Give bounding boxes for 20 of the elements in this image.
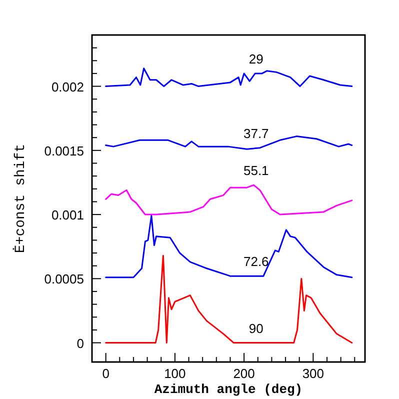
line-series [105,215,353,278]
x-tick-label: 100 [164,366,186,381]
series-label: 90 [248,320,264,336]
line-series [105,184,353,216]
x-tick-label: 300 [302,366,324,381]
line-series [105,68,353,88]
y-tick-label: 0.001 [51,208,84,223]
series-label: 37.7 [243,126,269,141]
y-tick-label: 0.002 [51,79,84,94]
y-tick-label: 0 [76,336,84,351]
series-label: 72.6 [243,254,269,270]
y-tick-label: 0.0005 [44,272,84,287]
y-tick-label: 0.0015 [44,143,84,158]
line-series [105,254,353,344]
series-label: 55.1 [243,163,269,178]
x-tick-label: 0 [102,366,110,381]
x-axis-title: Azimuth angle (deg) [154,382,303,397]
series-label: 29 [248,51,264,66]
x-tick-label: 200 [233,366,255,381]
y-axis-title: Ė+const shift [12,144,29,254]
